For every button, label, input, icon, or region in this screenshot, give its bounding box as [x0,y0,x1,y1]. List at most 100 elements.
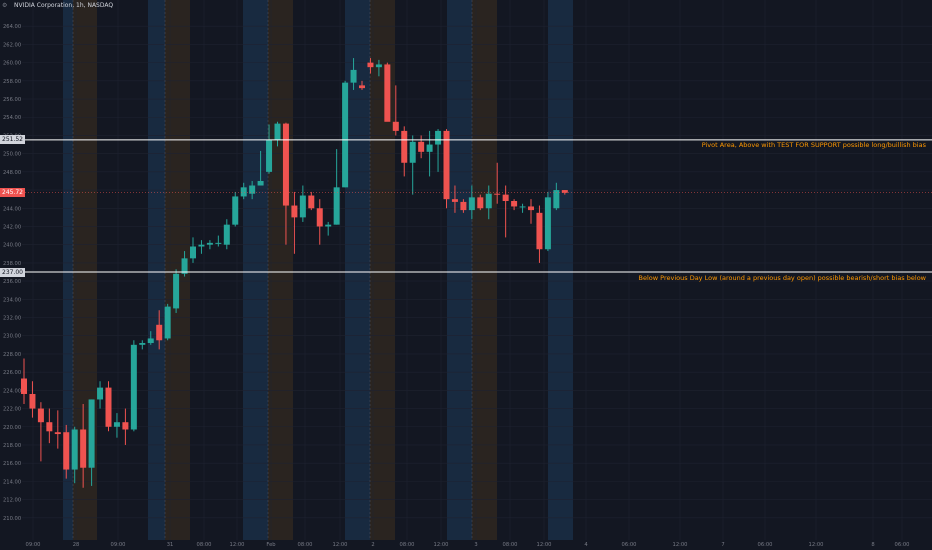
x-tick-label-2: 09:00 [111,542,126,548]
candle-body-7 [80,429,87,468]
candle-body-14 [139,343,146,345]
candle-body-12 [122,422,129,430]
candle-body-33 [299,195,306,218]
x-tick-label-12: 3 [474,542,477,548]
session-band-4 [243,0,268,540]
candle-body-26 [240,187,247,197]
candle-body-16 [156,324,163,341]
annotation-pivot: Pivot Area, Above with TEST FOR SUPPORT … [701,140,926,149]
y-tick-label-26: 262.00 [3,42,21,48]
candle-body-3 [46,422,53,432]
candle-body-30 [274,123,281,140]
candle-body-43 [384,64,391,122]
gear-icon[interactable]: ⚙ [2,2,8,9]
candle-body-0 [21,378,27,394]
y-tick-label-27: 264.00 [3,24,21,30]
candle-body-38 [342,82,349,188]
x-tick-label-3: 31 [167,542,174,548]
candle-body-29 [266,140,273,172]
candle-body-56 [494,193,501,195]
y-tick-label-16: 242.00 [3,224,21,230]
x-tick-label-13: 08:00 [503,542,518,548]
x-tick-label-18: 7 [721,542,724,548]
session-band-7 [370,0,395,540]
y-tick-label-2: 214.00 [3,479,21,485]
y-tick-label-8: 226.00 [3,370,21,376]
x-tick-label-22: 06:00 [895,542,910,548]
x-tick-label-10: 08:00 [400,542,415,548]
y-tick-label-12: 234.00 [3,297,21,303]
candle-body-6 [71,429,78,470]
y-tick-label-19: 248.00 [3,170,21,176]
y-tick-label-6: 222.00 [3,407,21,413]
candle-body-49 [435,130,442,145]
y-tick-label-14: 238.00 [3,261,21,267]
candle-body-1 [29,393,36,409]
candle-body-41 [367,62,374,68]
candle-body-35 [316,208,323,227]
y-tick-label-1: 212.00 [3,498,21,504]
candle-body-15 [147,338,154,344]
y-tick-label-7: 224.00 [3,388,21,394]
candle-body-44 [392,121,399,131]
candle-body-59 [519,206,526,208]
candle-body-37 [333,187,340,225]
candle-body-36 [325,224,332,227]
y-tick-label-25: 260.00 [3,61,21,67]
candle-body-2 [37,408,44,423]
candle-body-58 [511,200,518,207]
price-tag-current: 245.72 [0,188,25,198]
candle-body-23 [215,242,222,244]
y-tick-label-4: 218.00 [3,443,21,449]
y-tick-label-11: 232.00 [3,316,21,322]
candle-body-45 [401,130,408,163]
x-tick-label-4: 08:00 [197,542,212,548]
x-tick-label-7: 08:00 [298,542,313,548]
y-tick-label-23: 256.00 [3,97,21,103]
session-band-10 [548,0,573,540]
price-tag-prev-low: 237.00 [0,267,25,277]
session-band-2 [148,0,165,540]
y-tick-label-13: 236.00 [3,279,21,285]
candle-body-5 [63,432,70,470]
candle-body-13 [130,344,137,430]
candle-body-32 [291,205,298,218]
x-tick-label-1: 28 [73,542,80,548]
candle-body-39 [350,69,357,83]
candle-body-54 [477,197,484,209]
session-band-0 [63,0,73,540]
candle-body-62 [544,197,551,250]
y-tick-label-0: 210.00 [3,516,21,522]
candle-body-34 [308,195,315,209]
candle-body-8 [88,399,95,468]
y-tick-label-3: 216.00 [3,461,21,467]
candle-body-47 [418,141,425,152]
y-tick-label-15: 240.00 [3,243,21,249]
price-tag-pivot: 251.52 [0,135,25,145]
candle-body-46 [409,141,416,163]
candle-body-17 [164,306,171,339]
candle-body-40 [359,85,365,89]
candle-body-10 [105,387,112,427]
candle-body-64 [561,190,568,193]
session-band-8 [447,0,472,540]
x-tick-label-14: 12:00 [537,542,552,548]
x-tick-label-8: 12:00 [333,542,348,548]
annotation-prev-low: Below Previous Day Low (around a previou… [638,274,926,282]
candle-body-53 [468,197,475,211]
y-tick-label-22: 254.00 [3,115,21,121]
candle-body-48 [426,144,433,152]
y-tick-label-24: 258.00 [3,79,21,85]
candle-body-21 [198,244,205,247]
candle-body-27 [249,185,256,194]
session-band-5 [268,0,293,540]
candle-body-9 [97,387,104,400]
candle-body-42 [375,64,382,68]
x-tick-label-19: 06:00 [758,542,773,548]
x-tick-label-16: 06:00 [622,542,637,548]
y-tick-label-10: 230.00 [3,334,21,340]
y-tick-label-20: 250.00 [3,152,21,158]
x-tick-label-6: Feb [266,542,276,548]
x-tick-label-15: 4 [584,542,588,548]
